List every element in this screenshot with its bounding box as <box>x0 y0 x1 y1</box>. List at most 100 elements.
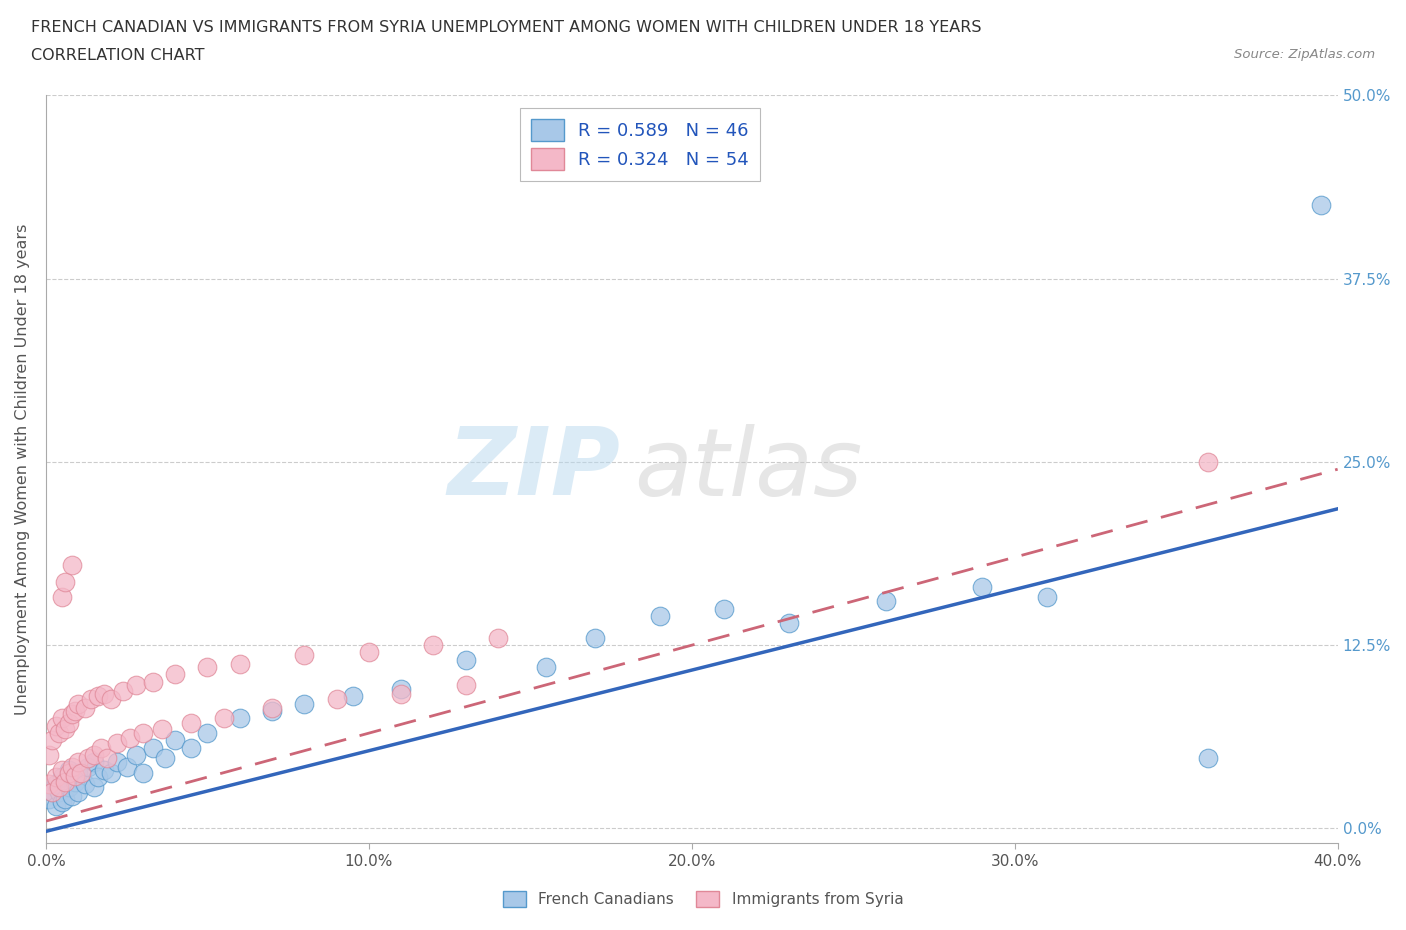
Point <box>51 794 73 809</box>
Text: atlas: atlas <box>634 424 862 514</box>
Point <box>77 751 100 765</box>
Point <box>96 751 118 765</box>
Point <box>1036 590 1059 604</box>
Point <box>67 784 90 799</box>
Point <box>155 751 177 765</box>
Point <box>67 765 90 780</box>
Point <box>77 760 100 775</box>
Point <box>48 780 70 795</box>
Point <box>105 736 128 751</box>
Point <box>118 730 141 745</box>
Point <box>165 733 187 748</box>
Point <box>48 784 70 799</box>
Text: CORRELATION CHART: CORRELATION CHART <box>31 48 204 63</box>
Point <box>38 777 60 791</box>
Text: ZIP: ZIP <box>449 423 621 515</box>
Point <box>45 770 67 785</box>
Point <box>67 755 90 770</box>
Point <box>112 684 135 698</box>
Point <box>51 590 73 604</box>
Point <box>86 770 108 785</box>
Point <box>51 711 73 726</box>
Point <box>63 768 86 783</box>
Point <box>165 667 187 682</box>
Point <box>38 791 60 806</box>
Point <box>83 748 105 763</box>
Point <box>115 760 138 775</box>
Point <box>83 780 105 795</box>
Point <box>80 692 103 707</box>
Point <box>197 659 219 674</box>
Point <box>58 780 80 795</box>
Point <box>713 601 735 616</box>
Point <box>53 774 76 789</box>
Point <box>1310 198 1333 213</box>
Point <box>86 689 108 704</box>
Point <box>422 638 444 653</box>
Point <box>45 777 67 791</box>
Point <box>292 697 315 711</box>
Point <box>41 784 63 799</box>
Point <box>48 725 70 740</box>
Point <box>132 765 155 780</box>
Point <box>53 722 76 737</box>
Point <box>38 748 60 763</box>
Point <box>228 711 250 726</box>
Point <box>486 631 509 645</box>
Point <box>58 765 80 780</box>
Point <box>45 718 67 733</box>
Point <box>45 799 67 814</box>
Point <box>90 740 112 755</box>
Point <box>63 774 86 789</box>
Point <box>583 631 606 645</box>
Point <box>63 704 86 719</box>
Point <box>53 575 76 590</box>
Point <box>389 682 412 697</box>
Y-axis label: Unemployment Among Women with Children Under 18 years: Unemployment Among Women with Children U… <box>15 223 30 715</box>
Legend: French Canadians, Immigrants from Syria: French Canadians, Immigrants from Syria <box>496 884 910 913</box>
Point <box>180 715 202 730</box>
Point <box>228 657 250 671</box>
Point <box>70 765 93 780</box>
Point <box>73 777 96 791</box>
Point <box>648 608 671 623</box>
Text: Source: ZipAtlas.com: Source: ZipAtlas.com <box>1234 48 1375 61</box>
Point <box>150 722 173 737</box>
Point <box>454 652 477 667</box>
Point <box>58 715 80 730</box>
Point <box>100 692 122 707</box>
Point <box>60 557 83 572</box>
Point <box>292 648 315 663</box>
Point <box>342 689 364 704</box>
Point <box>141 674 163 689</box>
Point <box>180 740 202 755</box>
Point <box>51 770 73 785</box>
Point <box>325 692 347 707</box>
Point <box>212 711 235 726</box>
Point <box>1198 455 1220 470</box>
Point <box>875 593 897 608</box>
Point <box>93 763 115 777</box>
Point <box>60 707 83 722</box>
Point <box>454 677 477 692</box>
Point <box>125 748 148 763</box>
Point <box>67 697 90 711</box>
Point <box>972 579 994 594</box>
Point <box>58 763 80 777</box>
Point <box>100 765 122 780</box>
Point <box>93 686 115 701</box>
Point <box>536 659 558 674</box>
Point <box>141 740 163 755</box>
Point <box>260 704 283 719</box>
Point <box>60 789 83 804</box>
Point <box>1198 751 1220 765</box>
Point <box>357 645 380 660</box>
Point <box>83 755 105 770</box>
Point <box>73 701 96 716</box>
Point <box>778 616 800 631</box>
Point <box>105 755 128 770</box>
Point <box>41 733 63 748</box>
Legend: R = 0.589   N = 46, R = 0.324   N = 54: R = 0.589 N = 46, R = 0.324 N = 54 <box>520 108 759 181</box>
Point <box>389 686 412 701</box>
Point <box>53 791 76 806</box>
